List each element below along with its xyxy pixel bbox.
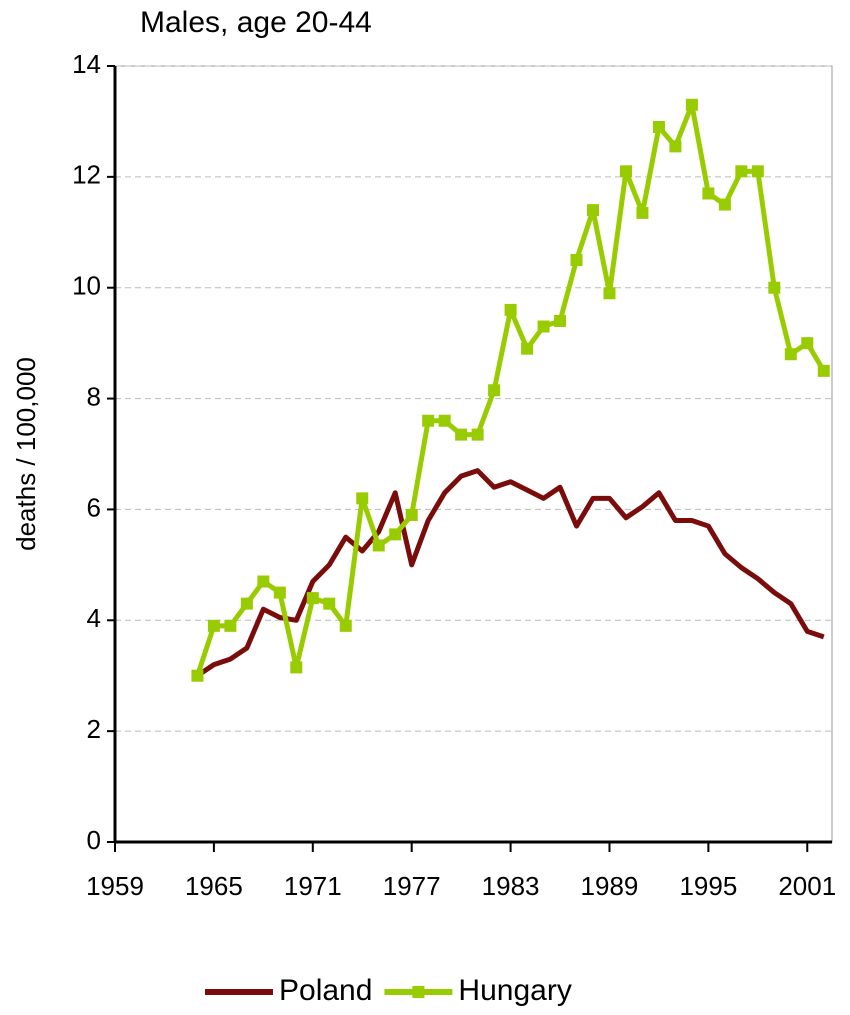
marker bbox=[636, 206, 649, 219]
x-tick-label: 1983 bbox=[482, 871, 540, 901]
y-tick-label: 8 bbox=[87, 381, 101, 411]
marker bbox=[273, 586, 286, 599]
legend-label: Poland bbox=[279, 974, 372, 1007]
x-tick-label: 1995 bbox=[679, 871, 737, 901]
marker bbox=[554, 314, 567, 327]
marker bbox=[685, 98, 698, 111]
plot-frame bbox=[114, 65, 833, 843]
marker bbox=[587, 204, 599, 217]
y-tick-label: 4 bbox=[87, 603, 101, 633]
marker bbox=[323, 597, 336, 610]
marker bbox=[405, 508, 418, 521]
marker bbox=[702, 187, 715, 200]
x-tick-label: 2001 bbox=[778, 871, 836, 901]
marker bbox=[619, 165, 632, 178]
marker bbox=[471, 428, 484, 441]
marker bbox=[718, 198, 731, 211]
marker bbox=[224, 619, 237, 632]
marker bbox=[652, 120, 665, 133]
marker bbox=[603, 287, 616, 300]
marker bbox=[751, 165, 764, 178]
marker bbox=[784, 348, 797, 361]
marker bbox=[488, 384, 501, 397]
marker bbox=[240, 597, 253, 610]
marker bbox=[306, 592, 319, 605]
x-tick-label: 1971 bbox=[284, 871, 342, 901]
marker bbox=[669, 140, 682, 153]
y-tick-label: 14 bbox=[72, 49, 101, 79]
marker bbox=[521, 342, 534, 355]
marker bbox=[372, 539, 385, 552]
marker bbox=[191, 669, 204, 682]
legend-marker bbox=[412, 986, 425, 998]
series-line bbox=[195, 102, 826, 677]
marker bbox=[504, 303, 517, 316]
marker bbox=[817, 364, 830, 377]
marker bbox=[455, 428, 468, 441]
marker bbox=[768, 281, 781, 294]
series-line bbox=[196, 468, 825, 678]
marker bbox=[257, 575, 270, 588]
marker bbox=[801, 337, 814, 350]
y-tick-label: 2 bbox=[87, 714, 101, 744]
x-tick-label: 1989 bbox=[581, 871, 639, 901]
marker bbox=[207, 619, 220, 632]
x-tick-label: 1965 bbox=[185, 871, 243, 901]
marker bbox=[438, 414, 451, 427]
y-tick-label: 10 bbox=[72, 271, 101, 301]
legend-label: Hungary bbox=[458, 974, 571, 1007]
marker bbox=[290, 661, 303, 674]
marker bbox=[339, 619, 352, 632]
y-tick-label: 0 bbox=[87, 825, 101, 855]
marker bbox=[570, 254, 583, 266]
y-axis-label: deaths / 100,000 bbox=[11, 357, 41, 551]
y-tick-label: 12 bbox=[72, 160, 101, 190]
marker bbox=[735, 165, 748, 178]
y-tick-label: 6 bbox=[87, 492, 101, 522]
marker bbox=[389, 528, 402, 541]
marker bbox=[537, 320, 550, 333]
marker bbox=[422, 414, 435, 427]
chart-title: Males, age 20-44 bbox=[140, 6, 372, 39]
marker bbox=[356, 492, 369, 505]
x-tick-label: 1977 bbox=[383, 871, 441, 901]
x-tick-label: 1959 bbox=[86, 871, 144, 901]
